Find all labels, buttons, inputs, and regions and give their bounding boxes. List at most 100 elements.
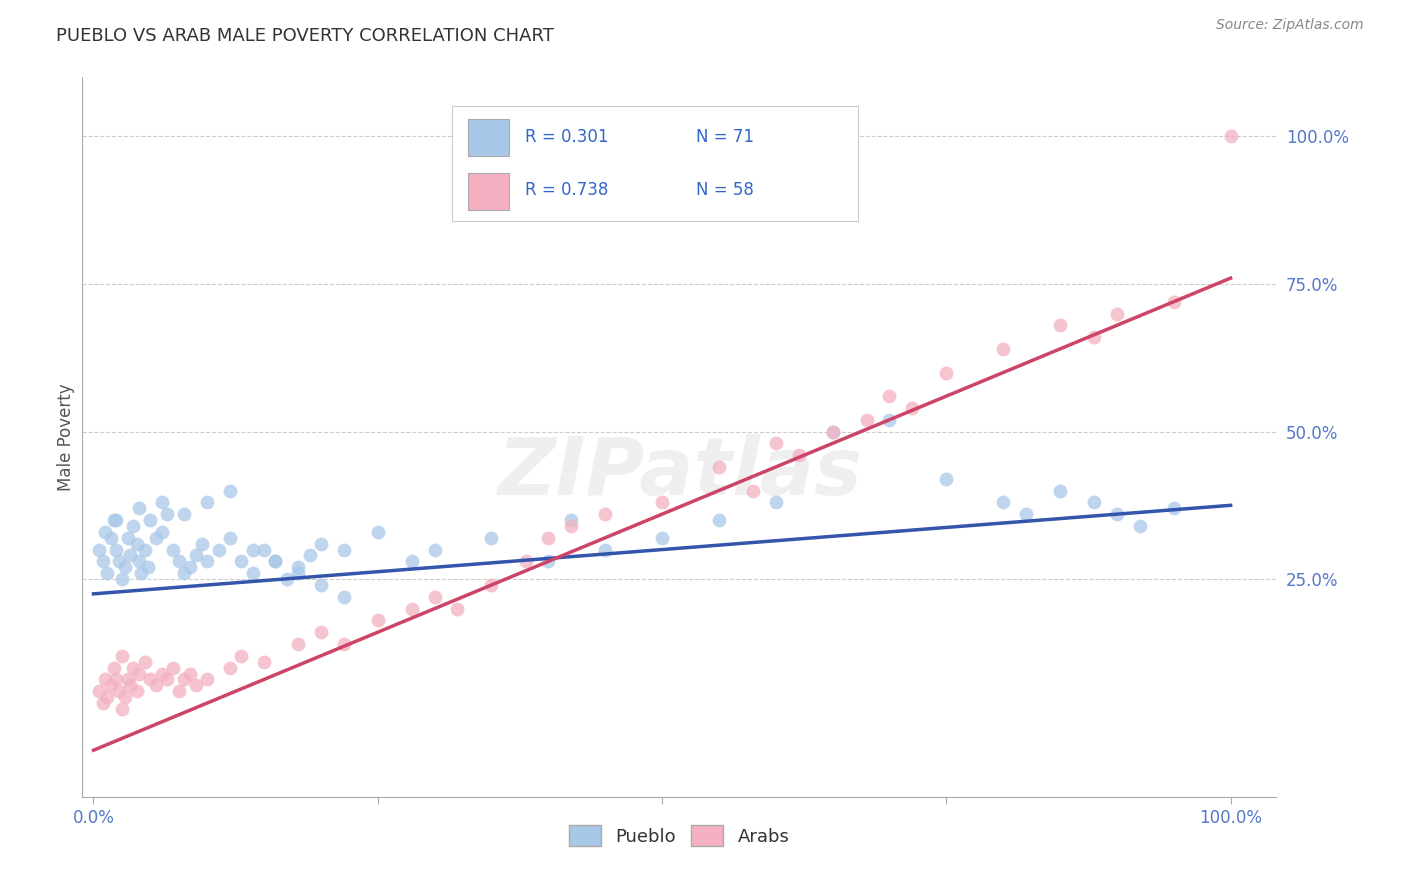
Point: [298, 549, 321, 563]
Y-axis label: Male Poverty: Male Poverty: [58, 384, 75, 491]
Point: [993, 495, 1015, 509]
Point: [821, 425, 844, 439]
Point: [332, 637, 354, 651]
Point: [111, 572, 134, 586]
Point: [707, 459, 730, 474]
Point: [156, 673, 179, 687]
Point: [125, 537, 148, 551]
Point: [707, 513, 730, 527]
Point: [136, 560, 159, 574]
Point: [264, 554, 287, 568]
Text: PUEBLO VS ARAB MALE POVERTY CORRELATION CHART: PUEBLO VS ARAB MALE POVERTY CORRELATION …: [56, 27, 554, 45]
Point: [879, 389, 901, 403]
Point: [117, 673, 139, 687]
Point: [231, 648, 253, 663]
Point: [91, 554, 114, 568]
Point: [114, 690, 136, 705]
Point: [765, 436, 787, 450]
Point: [184, 678, 207, 692]
Point: [195, 495, 218, 509]
Point: [173, 566, 195, 581]
Point: [184, 549, 207, 563]
Point: [423, 542, 446, 557]
Point: [94, 524, 117, 539]
Point: [787, 448, 810, 462]
Point: [129, 566, 152, 581]
Point: [1129, 519, 1152, 533]
Point: [100, 531, 122, 545]
Point: [1105, 306, 1128, 320]
Point: [309, 537, 332, 551]
Point: [150, 666, 173, 681]
Point: [593, 542, 616, 557]
Point: [935, 472, 957, 486]
Point: [537, 531, 560, 545]
Point: [253, 542, 276, 557]
Point: [128, 666, 150, 681]
Point: [162, 660, 184, 674]
Point: [481, 531, 503, 545]
Point: [309, 625, 332, 640]
Point: [560, 519, 582, 533]
Text: Source: ZipAtlas.com: Source: ZipAtlas.com: [1216, 18, 1364, 32]
Point: [651, 531, 673, 545]
Point: [179, 560, 201, 574]
Point: [401, 554, 423, 568]
Point: [195, 554, 218, 568]
Point: [145, 531, 167, 545]
Point: [114, 560, 136, 574]
Point: [276, 572, 298, 586]
Point: [150, 495, 173, 509]
Point: [1083, 330, 1105, 344]
Point: [105, 673, 128, 687]
Point: [1163, 501, 1185, 516]
Point: [179, 666, 201, 681]
Point: [287, 637, 309, 651]
Point: [242, 566, 264, 581]
Point: [423, 590, 446, 604]
Point: [1083, 495, 1105, 509]
Point: [1049, 483, 1071, 498]
Point: [332, 590, 354, 604]
Point: [167, 554, 190, 568]
Point: [219, 531, 242, 545]
Point: [134, 655, 156, 669]
Point: [103, 660, 125, 674]
Point: [993, 342, 1015, 356]
Point: [94, 673, 117, 687]
Point: [145, 678, 167, 692]
Point: [190, 537, 212, 551]
Point: [219, 660, 242, 674]
Point: [118, 678, 141, 692]
Text: ZIPatlas: ZIPatlas: [496, 434, 862, 512]
Point: [231, 554, 253, 568]
Point: [89, 542, 111, 557]
Point: [481, 578, 503, 592]
Point: [162, 542, 184, 557]
Point: [309, 578, 332, 592]
Point: [128, 554, 150, 568]
Point: [560, 513, 582, 527]
Legend: Pueblo, Arabs: Pueblo, Arabs: [561, 818, 797, 854]
Point: [765, 495, 787, 509]
Point: [287, 566, 309, 581]
Point: [107, 554, 129, 568]
Point: [446, 601, 468, 615]
Point: [901, 401, 924, 415]
Point: [821, 425, 844, 439]
Point: [1219, 129, 1241, 144]
Point: [537, 554, 560, 568]
Point: [111, 648, 134, 663]
Point: [1049, 318, 1071, 333]
Point: [219, 483, 242, 498]
Point: [651, 495, 673, 509]
Point: [156, 507, 179, 521]
Point: [742, 483, 765, 498]
Point: [367, 614, 389, 628]
Point: [401, 601, 423, 615]
Point: [139, 673, 162, 687]
Point: [593, 507, 616, 521]
Point: [287, 560, 309, 574]
Point: [103, 513, 125, 527]
Point: [118, 549, 141, 563]
